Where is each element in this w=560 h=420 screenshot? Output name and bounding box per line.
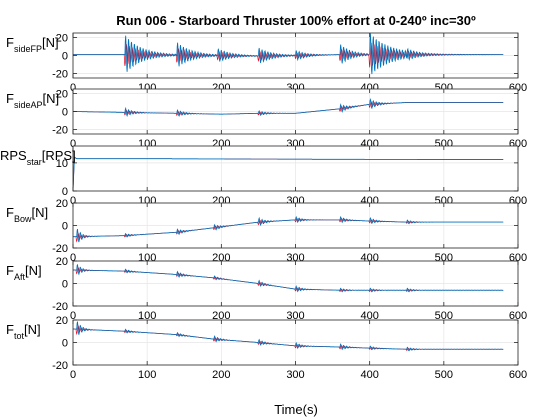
x-tick-label: 0 xyxy=(70,82,76,94)
y-axis-label-subscript: sideFP xyxy=(14,44,42,54)
y-tick-label: 20 xyxy=(56,198,68,210)
y-axis-label-subscript: Aft xyxy=(14,272,26,282)
x-tick-label: 0 xyxy=(70,138,76,150)
y-axis-label-unit: [N] xyxy=(24,322,41,337)
y-axis-label-main: F xyxy=(6,91,14,106)
y-axis-label: RPSstar[RPS] xyxy=(0,148,76,167)
x-tick-label: 300 xyxy=(286,310,304,322)
y-tick-label: -20 xyxy=(52,125,68,137)
y-axis-label-subscript: tot xyxy=(14,331,25,341)
y-axis-label: FsideAP[N] xyxy=(6,91,59,110)
y-axis-label: FBow[N] xyxy=(6,205,48,224)
x-tick-label: 500 xyxy=(435,310,453,322)
x-tick-label: 100 xyxy=(138,310,156,322)
x-tick-label: 400 xyxy=(360,310,378,322)
y-tick-label: 0 xyxy=(62,107,68,119)
y-axis-label: FAft[N] xyxy=(6,263,42,282)
y-axis-label-main: F xyxy=(6,322,14,337)
y-tick-label: 20 xyxy=(56,89,68,101)
series-line-blue xyxy=(73,321,504,352)
series-line-blue xyxy=(73,264,504,293)
y-tick-label: 0 xyxy=(62,186,68,198)
y-tick-label: 0 xyxy=(62,51,68,63)
y-axis-label-subscript: Bow xyxy=(14,214,32,224)
x-tick-label: 600 xyxy=(509,369,527,381)
y-axis-label: FsideFP[N] xyxy=(6,35,59,54)
y-axis-label-subscript: star xyxy=(27,157,42,167)
y-tick-label: -20 xyxy=(52,243,68,255)
y-tick-label: 0 xyxy=(62,338,68,350)
x-tick-label: 0 xyxy=(70,369,76,381)
series-line-red xyxy=(73,42,504,68)
x-tick-label: 200 xyxy=(212,310,230,322)
y-tick-label: 20 xyxy=(56,315,68,327)
y-axis-label-unit: [N] xyxy=(42,91,59,106)
series-line-blue xyxy=(73,156,504,191)
y-axis-label-main: F xyxy=(6,205,14,220)
y-axis-label-unit: [N] xyxy=(42,35,59,50)
figure-title: Run 006 - Starboard Thruster 100% effort… xyxy=(116,13,476,28)
y-axis-label: Ftot[N] xyxy=(6,322,41,341)
y-axis-label-unit: [N] xyxy=(31,205,48,220)
y-tick-label: -20 xyxy=(52,69,68,81)
series-line-blue xyxy=(73,98,504,117)
y-axis-label-unit: [RPS] xyxy=(42,148,76,163)
y-tick-label: 20 xyxy=(56,256,68,268)
x-tick-label: 200 xyxy=(212,369,230,381)
x-axis-label: Time(s) xyxy=(274,402,318,417)
series-line-blue xyxy=(73,215,504,243)
x-tick-label: 0 xyxy=(70,195,76,207)
x-tick-label: 500 xyxy=(435,369,453,381)
y-tick-label: 0 xyxy=(62,279,68,291)
y-axis-label-main: F xyxy=(6,35,14,50)
y-axis-label-main: F xyxy=(6,263,14,278)
x-tick-label: 300 xyxy=(286,369,304,381)
x-tick-label: 100 xyxy=(138,369,156,381)
y-axis-label-subscript: sideAP xyxy=(14,100,43,110)
y-tick-label: -20 xyxy=(52,360,68,372)
y-tick-label: 20 xyxy=(56,33,68,45)
y-tick-label: 0 xyxy=(62,221,68,233)
x-tick-label: 600 xyxy=(509,310,527,322)
y-axis-label-unit: [N] xyxy=(25,263,42,278)
x-tick-label: 0 xyxy=(70,310,76,322)
y-tick-label: -20 xyxy=(52,301,68,313)
x-tick-label: 0 xyxy=(70,252,76,264)
series-line-blue xyxy=(73,33,504,75)
y-axis-label-main: RPS xyxy=(0,148,27,163)
y-tick-label: 10 xyxy=(56,158,68,170)
x-tick-label: 400 xyxy=(360,369,378,381)
